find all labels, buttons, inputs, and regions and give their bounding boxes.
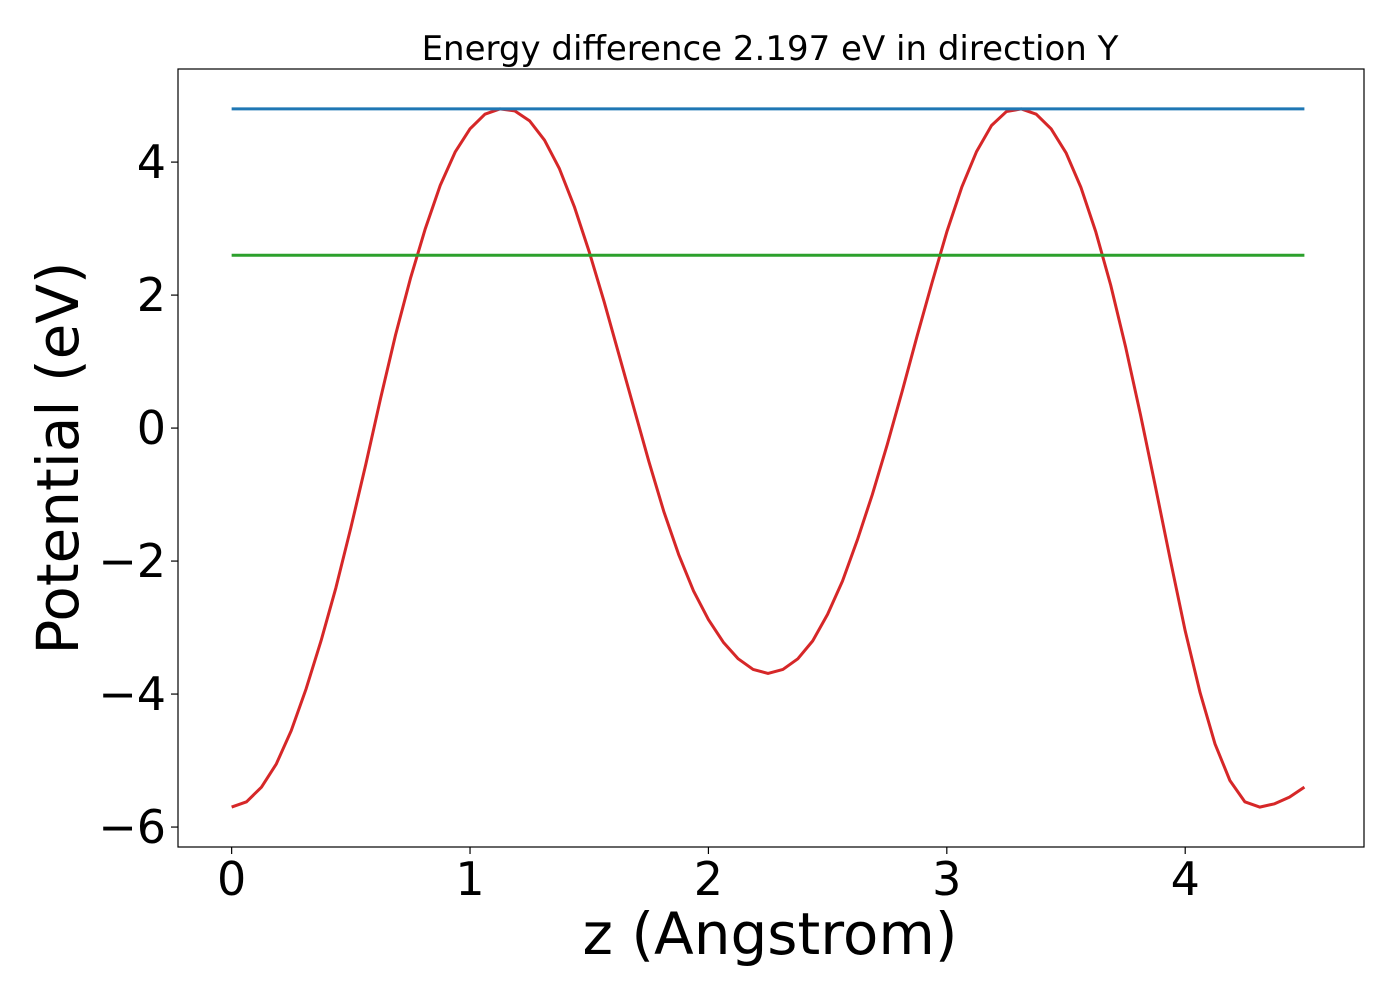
plot-frame (177, 68, 1365, 848)
x-axis-label: z (Angstrom) (583, 900, 958, 968)
chart-title: Energy difference 2.197 eV in direction … (422, 29, 1119, 69)
series-line-0 (231, 107, 1306, 809)
x-axis: 0 1 2 3 4 (217, 847, 1200, 906)
y-axis: 4 2 0 −2 −4 −6 (98, 135, 178, 854)
y-tick-label: 0 (137, 401, 166, 455)
y-tick-label: 4 (137, 135, 166, 189)
y-tick-label: −2 (98, 534, 166, 588)
x-tick-label: 3 (932, 852, 961, 906)
y-tick-label: −4 (98, 667, 166, 721)
y-tick-label: 2 (137, 268, 166, 322)
x-tick-label: 1 (455, 852, 484, 906)
x-tick-label: 0 (217, 852, 246, 906)
y-tick-label: −6 (98, 800, 166, 854)
plot-area (231, 107, 1306, 809)
x-tick-label: 4 (1171, 852, 1200, 906)
y-axis-label: Potential (eV) (24, 261, 92, 654)
x-tick-label: 2 (694, 852, 723, 906)
